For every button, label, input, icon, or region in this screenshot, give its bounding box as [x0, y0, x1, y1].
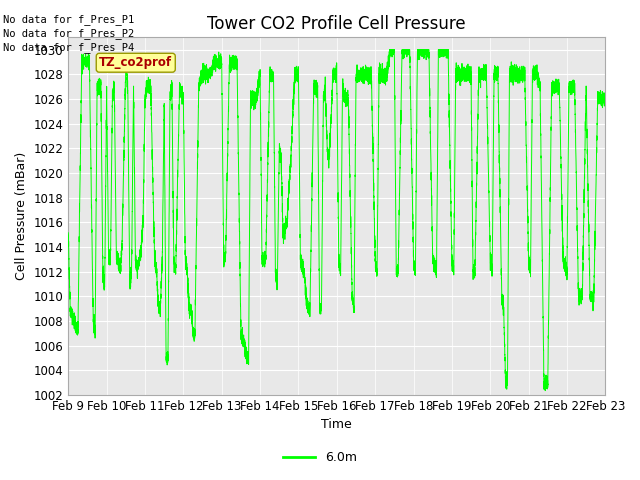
Text: No data for f_Pres_P4: No data for f_Pres_P4	[3, 42, 134, 53]
Y-axis label: Cell Pressure (mBar): Cell Pressure (mBar)	[15, 152, 28, 280]
Text: TZ_co2prof: TZ_co2prof	[99, 56, 172, 69]
Legend: 6.0m: 6.0m	[278, 446, 362, 469]
X-axis label: Time: Time	[321, 419, 352, 432]
Title: Tower CO2 Profile Cell Pressure: Tower CO2 Profile Cell Pressure	[207, 15, 466, 33]
Text: No data for f_Pres_P2: No data for f_Pres_P2	[3, 28, 134, 39]
Text: No data for f_Pres_P1: No data for f_Pres_P1	[3, 13, 134, 24]
